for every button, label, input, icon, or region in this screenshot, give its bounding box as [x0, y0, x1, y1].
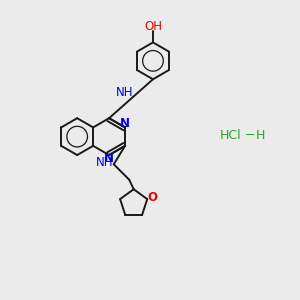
Text: N: N — [104, 152, 114, 165]
Text: O: O — [147, 191, 157, 204]
Text: HCl: HCl — [219, 129, 241, 142]
Text: NH: NH — [116, 85, 134, 99]
Text: N: N — [120, 117, 130, 130]
Text: −: − — [244, 129, 255, 142]
Text: H: H — [255, 129, 265, 142]
Text: NH: NH — [95, 156, 113, 169]
Text: OH: OH — [144, 20, 162, 33]
